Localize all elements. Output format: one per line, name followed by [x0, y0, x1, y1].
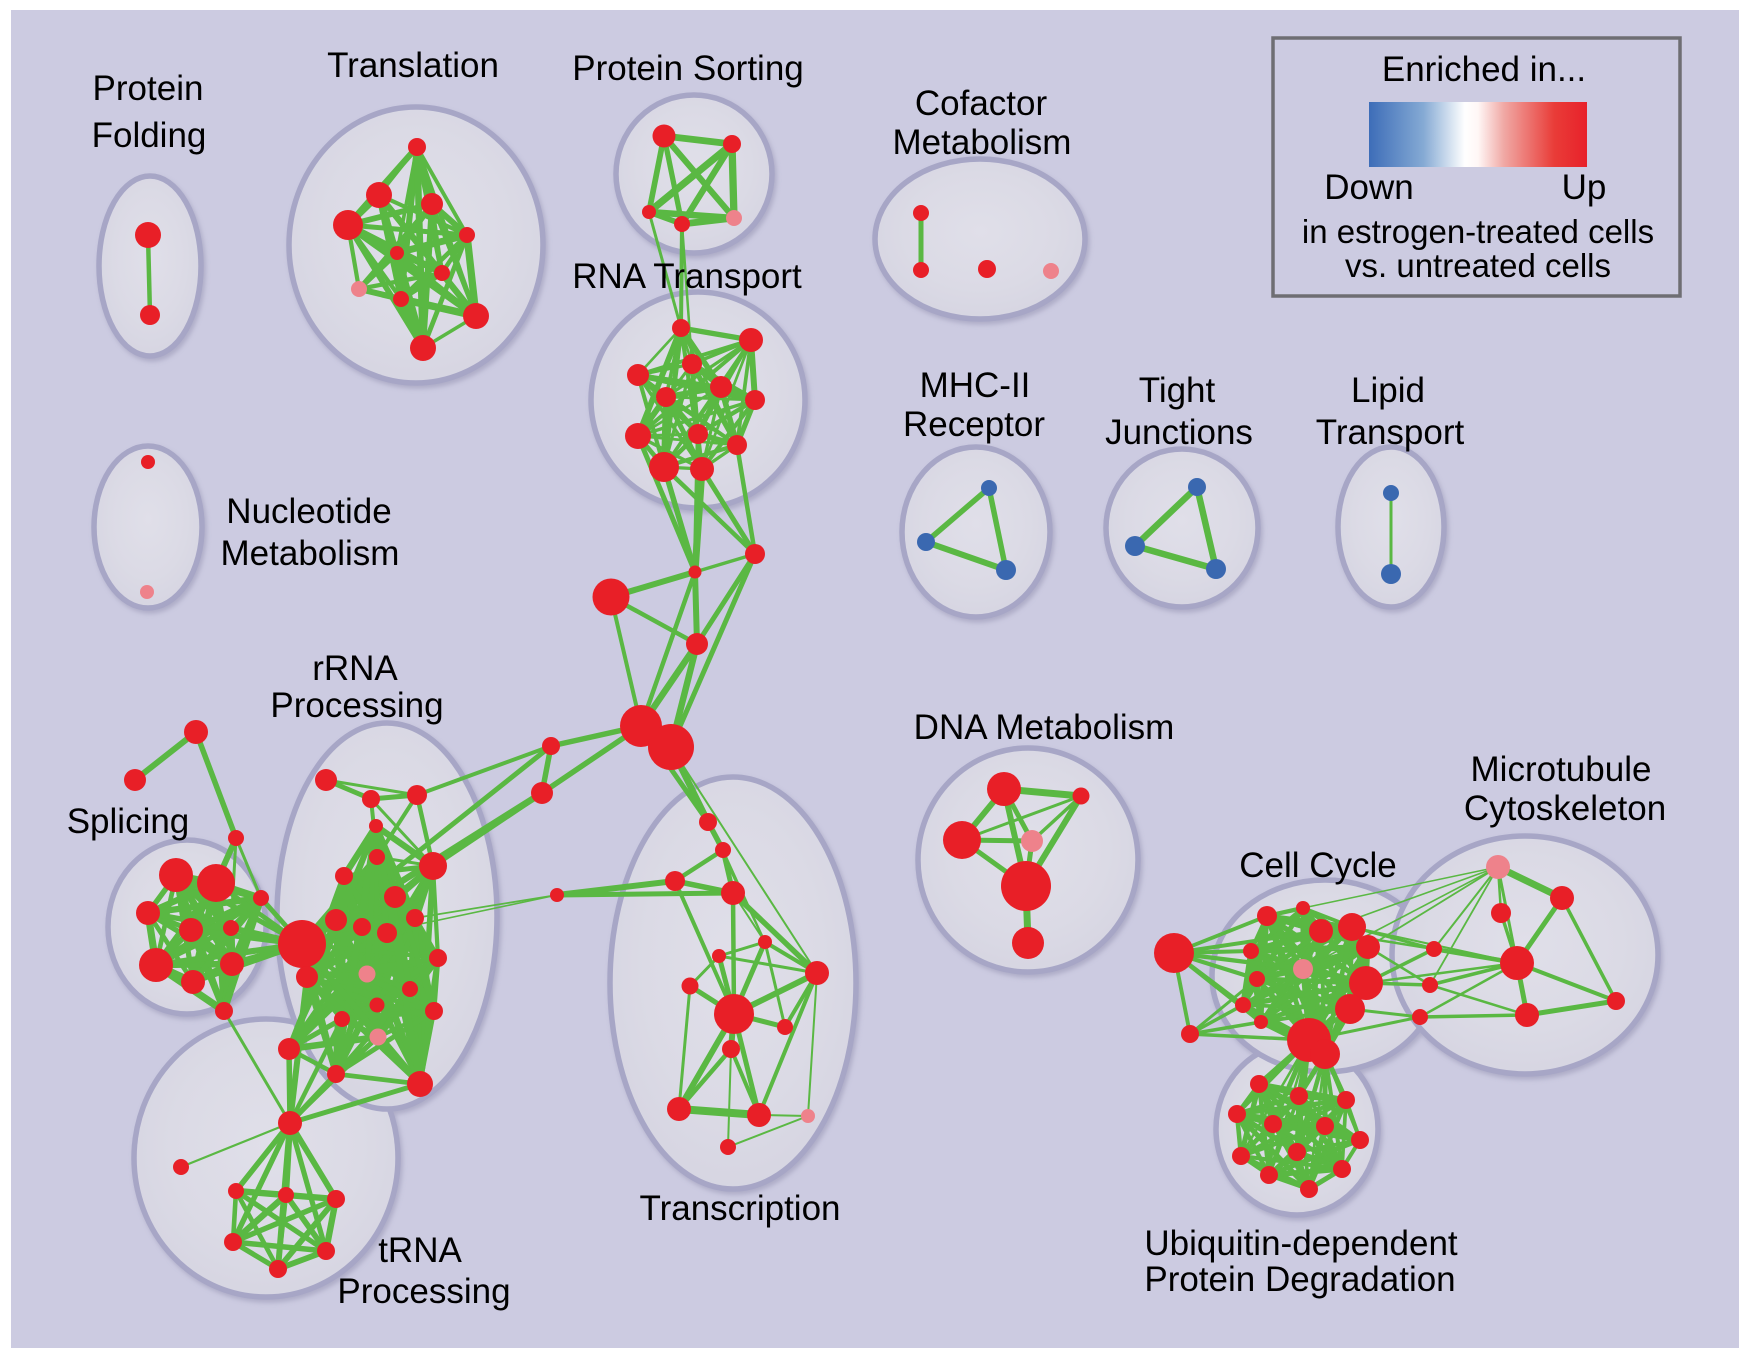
svg-text:DNA Metabolism: DNA Metabolism	[914, 708, 1175, 747]
svg-text:Folding: Folding	[92, 116, 207, 155]
svg-text:RNA Transport: RNA Transport	[572, 257, 802, 296]
svg-text:Junctions: Junctions	[1105, 413, 1253, 452]
svg-text:Cofactor: Cofactor	[915, 84, 1048, 123]
svg-text:tRNA: tRNA	[378, 1231, 462, 1270]
svg-text:Translation: Translation	[327, 46, 499, 85]
svg-text:Processing: Processing	[270, 686, 443, 725]
svg-text:MHC-II: MHC-II	[920, 366, 1031, 405]
svg-text:Processing: Processing	[337, 1272, 510, 1311]
svg-text:Enriched in...: Enriched in...	[1382, 50, 1586, 89]
svg-text:Ubiquitin-dependent: Ubiquitin-dependent	[1144, 1224, 1458, 1263]
svg-text:Protein Sorting: Protein Sorting	[572, 49, 804, 88]
svg-text:Down: Down	[1324, 168, 1413, 207]
svg-text:Protein: Protein	[93, 69, 204, 108]
svg-text:vs. untreated cells: vs. untreated cells	[1345, 247, 1611, 284]
svg-text:Lipid: Lipid	[1351, 371, 1425, 410]
svg-text:Nucleotide: Nucleotide	[226, 492, 391, 531]
svg-text:Microtubule: Microtubule	[1471, 750, 1652, 789]
svg-text:Up: Up	[1562, 168, 1607, 207]
svg-text:Transcription: Transcription	[640, 1189, 841, 1228]
svg-text:Tight: Tight	[1139, 371, 1216, 410]
svg-text:Receptor: Receptor	[903, 405, 1045, 444]
svg-text:Protein Degradation: Protein Degradation	[1144, 1260, 1455, 1299]
svg-text:Metabolism: Metabolism	[221, 534, 400, 573]
svg-text:rRNA: rRNA	[312, 649, 398, 688]
svg-text:Cell Cycle: Cell Cycle	[1239, 846, 1397, 885]
svg-text:Transport: Transport	[1316, 413, 1465, 452]
svg-text:Cytoskeleton: Cytoskeleton	[1464, 789, 1666, 828]
svg-text:in estrogen-treated cells: in estrogen-treated cells	[1302, 213, 1654, 250]
svg-text:Splicing: Splicing	[67, 802, 190, 841]
svg-text:Metabolism: Metabolism	[893, 123, 1072, 162]
